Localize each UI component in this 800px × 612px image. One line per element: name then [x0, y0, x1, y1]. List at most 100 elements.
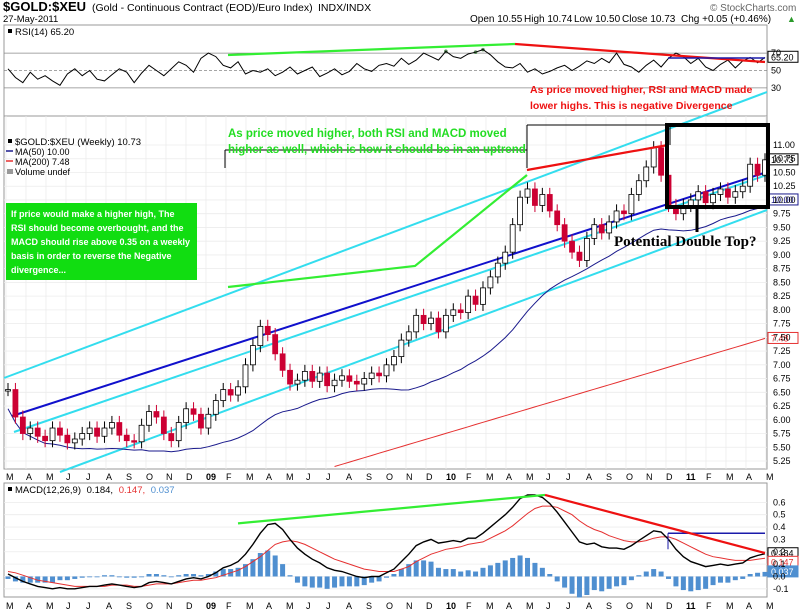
macd-histogram-bar [636, 575, 642, 577]
x-tick-label: F [706, 472, 712, 482]
x-tick-label: M [526, 601, 534, 611]
exchange-label: INDX/INDX [318, 2, 371, 14]
rsi-legend: RSI(14) 65.20 [8, 27, 74, 38]
macd-histogram-bar [101, 575, 107, 577]
candle-body [94, 427, 100, 437]
macd-histogram-bar [680, 576, 686, 591]
x-tick-label: J [326, 601, 331, 611]
x-tick-label: M [726, 601, 734, 611]
candle-body [242, 364, 249, 388]
candle-body [301, 371, 308, 381]
candle-body [34, 427, 41, 437]
x-tick-label: D [186, 472, 193, 482]
macd-histogram-bar [591, 576, 597, 591]
price-panel [3, 115, 768, 470]
macd-histogram-bar [176, 575, 182, 577]
macd-histogram-bar [131, 576, 137, 578]
price-tick-label: 6.25 [773, 401, 791, 411]
macd-histogram-bar [554, 576, 560, 582]
macd-histogram-bar [465, 570, 471, 577]
x-tick-label: O [386, 601, 393, 611]
macd-histogram-bar [628, 576, 634, 581]
macd-histogram-bar [5, 576, 11, 579]
macd-histogram-bar [94, 576, 100, 578]
macd-histogram-bar [79, 576, 85, 578]
price-legend-label: $GOLD:$XEU (Weekly) 10.73 [15, 137, 141, 148]
x-tick-label: S [366, 472, 372, 482]
candle-body [383, 364, 390, 377]
x-tick-label: F [466, 601, 472, 611]
macd-histogram-bar [435, 567, 441, 577]
candle-body [190, 408, 197, 415]
x-tick-label: A [26, 601, 32, 611]
macd-histogram-bar [740, 576, 746, 579]
price-tick-label: 10.50 [773, 167, 796, 177]
price-tick-label: 8.50 [773, 277, 791, 287]
x-tick-label: J [326, 472, 331, 482]
macd-histogram-bar [257, 553, 263, 577]
x-tick-label: J [66, 601, 71, 611]
candle-body [710, 194, 716, 204]
candle-body [168, 433, 175, 442]
rsi-tick-label: 50 [771, 66, 781, 76]
rsi-green-divergence [227, 42, 516, 57]
price-tick-label: 8.25 [773, 291, 791, 301]
macd-histogram-bar [235, 567, 241, 577]
macd-histogram-bar [539, 567, 545, 577]
macd-histogram-bar [302, 576, 308, 587]
candle-body [123, 434, 130, 442]
macd-histogram-bar [673, 576, 679, 587]
candle-body [79, 433, 86, 440]
x-tick-label: 10 [446, 472, 456, 482]
price-tick-label: 6.75 [773, 374, 791, 384]
candle-body [465, 295, 472, 314]
candle-body [650, 147, 657, 168]
candle-body [49, 427, 56, 442]
price-value-label: 7.48 [771, 333, 789, 343]
candle-body [621, 210, 627, 215]
copyright-label: © StockCharts.com [710, 3, 796, 14]
macd-histogram-bar [562, 576, 568, 588]
x-tick-label: A [106, 472, 112, 482]
x-tick-label: 11 [686, 601, 696, 611]
macd-value-label: 0.147 [771, 557, 794, 567]
annotation-double-top: Potential Double Top? [614, 234, 757, 250]
x-tick-label: D [186, 601, 193, 611]
macd-histogram-bar [643, 571, 649, 577]
macd-histogram-bar [688, 576, 694, 592]
candle-body [628, 194, 635, 215]
candle-body [339, 375, 345, 381]
candle-body [287, 369, 293, 385]
macd-histogram-bar [346, 576, 352, 587]
x-tick-label: O [386, 472, 393, 482]
ma200-legend-label: MA(200) 7.48 [15, 157, 70, 167]
macd-red-divergence [544, 493, 766, 555]
macd-histogram-bar [168, 576, 174, 578]
x-tick-label: M [6, 601, 14, 611]
macd-histogram-bar [651, 569, 657, 577]
x-tick-label: J [306, 601, 311, 611]
candle-body [487, 276, 494, 289]
macd-histogram-bar [27, 576, 33, 583]
candle-body [131, 440, 138, 443]
candle-body [212, 400, 219, 415]
candle-body [153, 411, 160, 418]
price-tick-label: 9.75 [773, 209, 791, 219]
candle-body [116, 422, 123, 436]
macd-histogram-bar [42, 576, 48, 583]
macd-histogram-bar [287, 575, 293, 577]
macd-histogram-bar [139, 576, 145, 578]
x-tick-label: A [586, 472, 592, 482]
rsi-series: 65.20 [7, 42, 799, 86]
macd-histogram-bar [762, 571, 768, 577]
candle-body [717, 188, 724, 195]
macd-tick-label: 0.1 [773, 559, 786, 569]
macd-tick-label: 0.6 [773, 497, 786, 507]
macd-histogram-bar [532, 562, 538, 577]
macd-legend-signal: 0.147, [119, 485, 145, 496]
candle-body [12, 389, 19, 418]
price-axis: 11.00 10.75 10.50 10.25 10.00 9.75 9.50 9.25 9.0… [773, 140, 796, 466]
candle-body [316, 372, 323, 382]
candle-body [428, 317, 434, 325]
rsi-legend-swatch [8, 29, 12, 33]
